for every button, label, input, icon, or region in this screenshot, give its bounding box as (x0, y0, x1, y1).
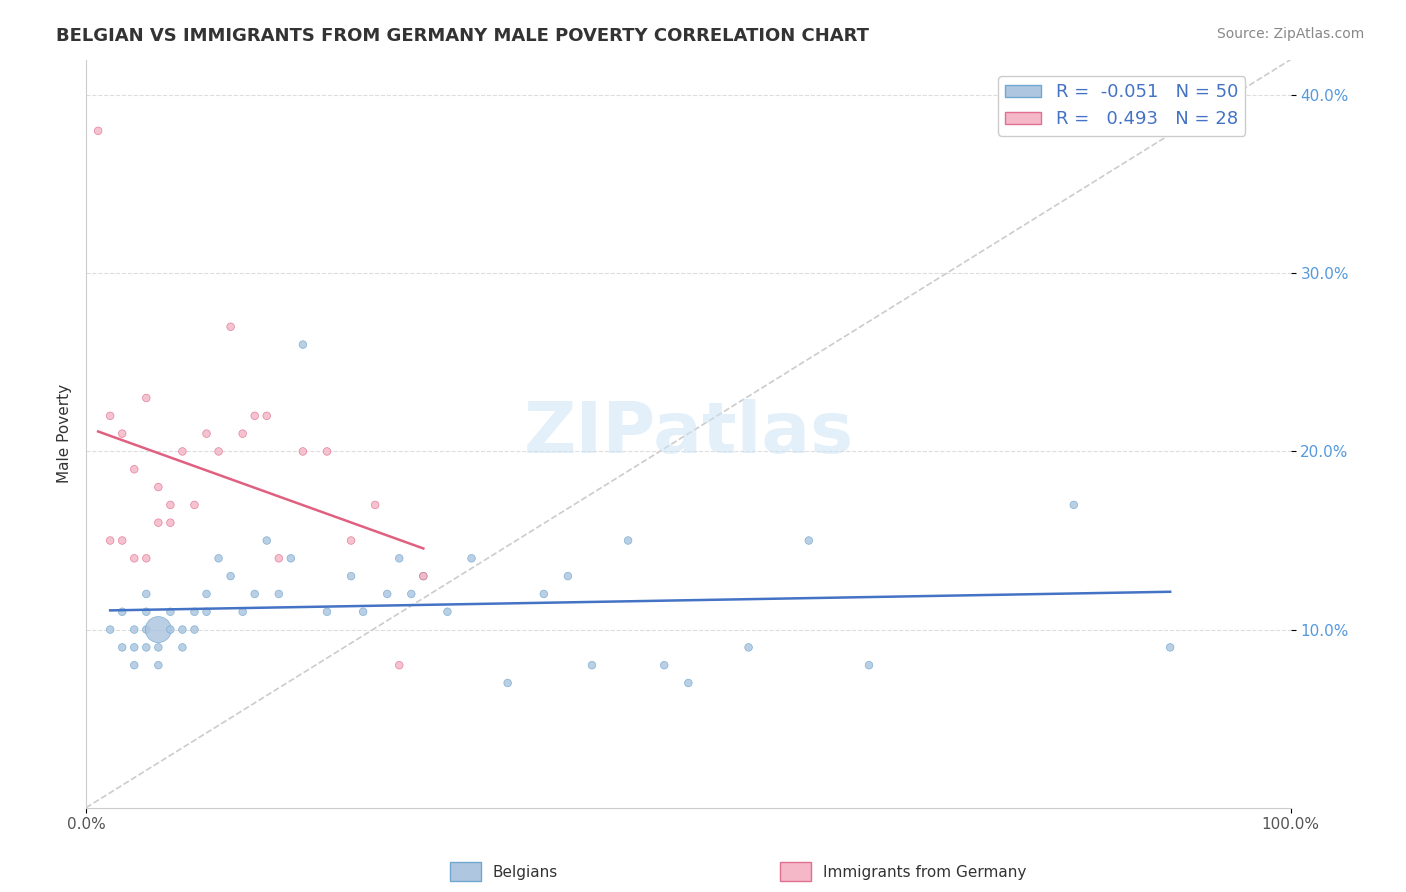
Point (135, 391, 157, 405)
Point (291, 337, 314, 351)
Point (243, 587, 266, 601)
Point (87, 124, 110, 138)
Point (172, 623, 194, 637)
Point (581, 658, 603, 673)
Point (232, 605, 254, 619)
Point (388, 658, 411, 673)
Point (122, 462, 145, 476)
Point (858, 658, 880, 673)
Point (340, 533, 363, 548)
Point (135, 587, 157, 601)
Text: Source: ZipAtlas.com: Source: ZipAtlas.com (1216, 27, 1364, 41)
Point (135, 605, 157, 619)
Point (183, 605, 205, 619)
Point (1063, 498, 1085, 512)
Point (256, 533, 278, 548)
Text: BELGIAN VS IMMIGRANTS FROM GERMANY MALE POVERTY CORRELATION CHART: BELGIAN VS IMMIGRANTS FROM GERMANY MALE … (56, 27, 869, 45)
Point (219, 569, 242, 583)
Point (122, 640, 145, 655)
Point (243, 409, 266, 423)
Y-axis label: Male Poverty: Male Poverty (58, 384, 72, 483)
Point (291, 444, 314, 458)
Text: Belgians: Belgians (492, 865, 557, 880)
Point (135, 623, 157, 637)
Point (159, 623, 181, 637)
Point (111, 426, 134, 441)
Point (135, 640, 157, 655)
Point (207, 551, 229, 566)
Point (122, 551, 145, 566)
Point (122, 658, 145, 673)
Point (316, 444, 339, 458)
Text: Immigrants from Germany: Immigrants from Germany (823, 865, 1026, 880)
Point (652, 658, 675, 673)
Point (533, 587, 555, 601)
Point (557, 569, 579, 583)
Point (737, 640, 759, 655)
Point (148, 640, 170, 655)
Point (148, 516, 170, 530)
Point (111, 605, 134, 619)
Point (364, 498, 387, 512)
Point (280, 551, 302, 566)
Point (219, 319, 242, 334)
Point (267, 551, 290, 566)
Point (172, 444, 194, 458)
Point (232, 426, 254, 441)
Point (159, 516, 181, 530)
Point (111, 640, 134, 655)
Point (195, 426, 218, 441)
Text: ZIPatlas: ZIPatlas (523, 399, 853, 468)
Point (98, 533, 121, 548)
Point (148, 658, 170, 673)
Point (388, 551, 411, 566)
Point (172, 640, 194, 655)
Point (183, 623, 205, 637)
Point (1159, 640, 1181, 655)
Point (401, 587, 423, 601)
Point (496, 676, 519, 690)
Point (256, 409, 278, 423)
Point (98, 623, 121, 637)
Point (460, 551, 482, 566)
Point (159, 605, 181, 619)
Point (340, 569, 363, 583)
Point (412, 569, 434, 583)
Point (148, 623, 170, 637)
Point (316, 605, 339, 619)
Point (352, 605, 374, 619)
Point (148, 480, 170, 494)
Point (98, 409, 121, 423)
Point (267, 587, 290, 601)
Point (135, 551, 157, 566)
Point (207, 444, 229, 458)
Point (183, 498, 205, 512)
Point (122, 623, 145, 637)
Point (797, 533, 820, 548)
Legend: R =  -0.051   N = 50, R =   0.493   N = 28: R = -0.051 N = 50, R = 0.493 N = 28 (998, 76, 1246, 136)
Point (617, 533, 640, 548)
Point (159, 498, 181, 512)
Point (195, 587, 218, 601)
Point (678, 676, 700, 690)
Point (436, 605, 458, 619)
Point (375, 587, 398, 601)
Point (412, 569, 434, 583)
Point (195, 605, 218, 619)
Point (111, 533, 134, 548)
